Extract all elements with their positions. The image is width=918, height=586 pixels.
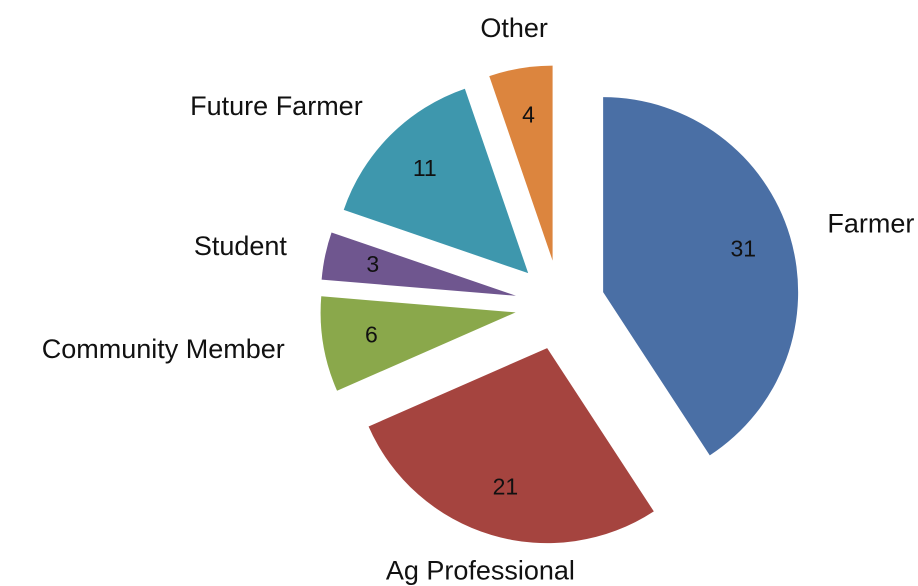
data-label: 6 <box>365 322 378 348</box>
category-label: Future Farmer <box>190 91 363 121</box>
category-label: Community Member <box>42 334 285 364</box>
data-label: 31 <box>731 236 757 262</box>
pie-slice <box>489 65 553 261</box>
pie-slice <box>343 88 529 274</box>
category-label: Ag Professional <box>386 556 575 586</box>
data-label: 21 <box>493 473 519 499</box>
data-label: 4 <box>522 101 535 127</box>
data-label: 11 <box>413 155 437 181</box>
pie-slice <box>321 232 516 296</box>
category-label: Other <box>480 13 548 43</box>
pie-slice <box>603 97 799 456</box>
pie-slice <box>368 348 654 544</box>
category-label: Student <box>194 231 288 261</box>
pie-slice <box>320 296 516 391</box>
data-label: 3 <box>366 251 379 277</box>
category-label: Farmer <box>827 209 914 239</box>
